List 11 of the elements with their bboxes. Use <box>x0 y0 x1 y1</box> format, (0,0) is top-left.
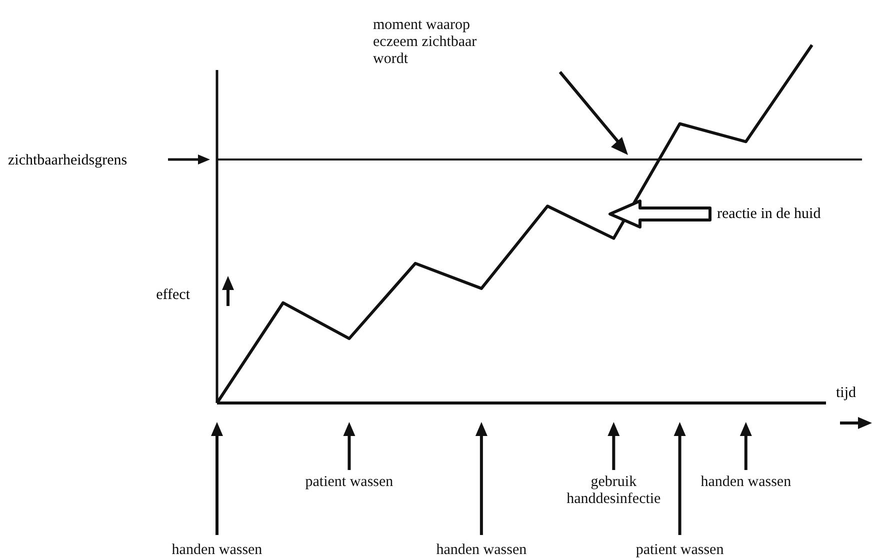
text: handen wassen <box>436 542 528 558</box>
y-axis-title: effect <box>156 287 191 303</box>
text: patient wassen <box>305 474 394 490</box>
x-axis-title: tijd <box>836 385 856 401</box>
text: handen wassen <box>172 542 263 558</box>
ref-line-label: zichtbaarheidsgrens <box>8 152 128 169</box>
text: patient wassen <box>636 542 724 558</box>
text: handen wassen <box>700 474 792 490</box>
annotation: moment waarop eczeem zichtbaar wordt <box>373 17 477 67</box>
annotation: reactie in de huid <box>717 206 822 222</box>
text: gebruik handdesinfectie <box>566 474 662 507</box>
